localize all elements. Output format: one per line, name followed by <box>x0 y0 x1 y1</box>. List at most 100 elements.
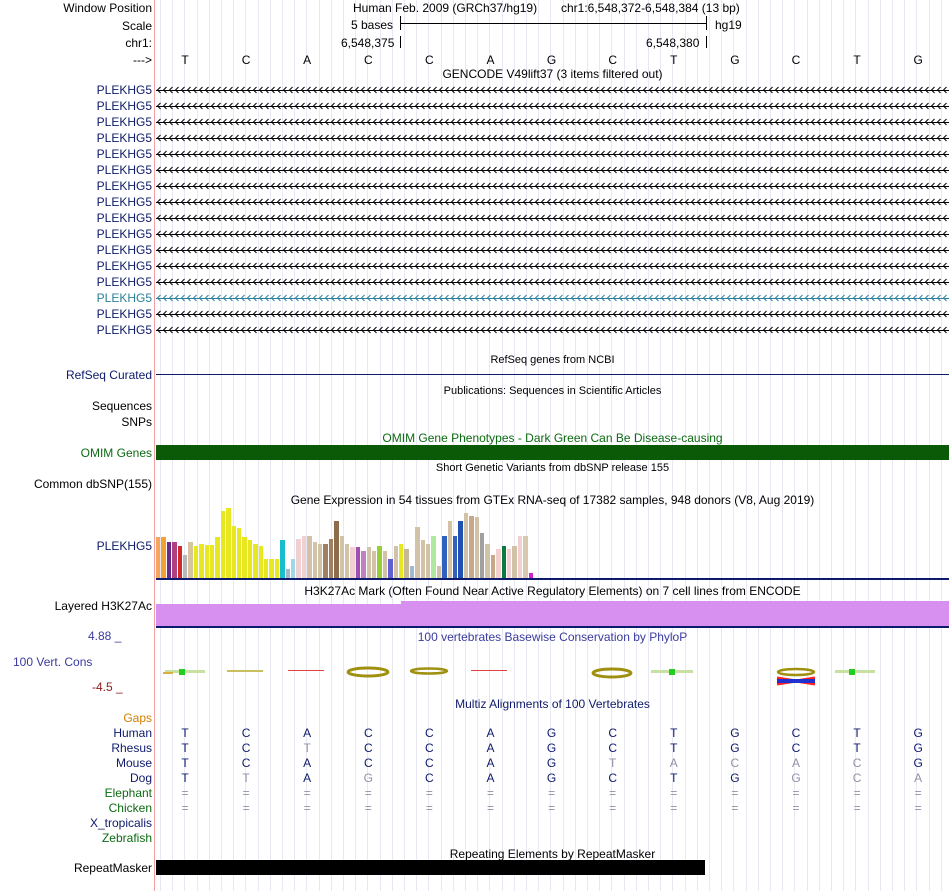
gtex-tissue-bar[interactable] <box>193 546 199 579</box>
gtex-tissue-bar[interactable] <box>301 536 307 579</box>
gtex-tissue-bar[interactable] <box>501 546 506 579</box>
gtex-tissue-bar[interactable] <box>458 521 463 579</box>
gtex-tissue-bar[interactable] <box>183 555 188 579</box>
gencode-transcript[interactable] <box>156 260 949 272</box>
gencode-transcript[interactable] <box>156 116 949 128</box>
gtex-tissue-bar[interactable] <box>512 546 517 579</box>
gencode-gene-label[interactable]: PLEKHG5 <box>96 99 152 113</box>
gencode-gene-label[interactable]: PLEKHG5 <box>96 243 152 257</box>
gtex-tissue-bar[interactable] <box>480 533 485 579</box>
multiz-title[interactable]: Multiz Alignments of 100 Vertebrates <box>455 697 650 711</box>
gtex-tissue-bar[interactable] <box>409 566 415 579</box>
gtex-tissue-bar[interactable] <box>312 542 317 579</box>
gtex-tissue-bar[interactable] <box>285 569 290 579</box>
gencode-gene-label[interactable]: PLEKHG5 <box>96 227 152 241</box>
gencode-transcript[interactable] <box>156 164 949 176</box>
omim-bar[interactable] <box>156 445 949 460</box>
gtex-tissue-bar[interactable] <box>156 537 161 579</box>
gtex-tissue-bar[interactable] <box>404 549 409 579</box>
gtex-tissue-bar[interactable] <box>393 546 398 579</box>
gtex-tissue-bar[interactable] <box>474 517 479 579</box>
gtex-tissue-bar[interactable] <box>517 536 523 579</box>
gaps-label[interactable]: Gaps <box>123 711 152 725</box>
gtex-tissue-bar[interactable] <box>507 549 512 579</box>
gtex-tissue-bar[interactable] <box>210 545 215 579</box>
gencode-gene-label[interactable]: PLEKHG5 <box>96 195 152 209</box>
gtex-tissue-bar[interactable] <box>469 516 474 579</box>
gencode-transcript[interactable] <box>156 84 949 96</box>
gtex-tissue-bar[interactable] <box>426 544 431 579</box>
gtex-tissue-bar[interactable] <box>220 511 226 579</box>
refseq-label[interactable]: RefSeq Curated <box>65 368 152 382</box>
conservation-logo[interactable] <box>155 660 950 688</box>
gtex-tissue-bar[interactable] <box>436 566 442 579</box>
gencode-transcript[interactable] <box>156 292 949 304</box>
gencode-transcript[interactable] <box>156 244 949 256</box>
h3k27ac-title[interactable]: H3K27Ac Mark (Often Found Near Active Re… <box>304 584 801 598</box>
gtex-tissue-bar[interactable] <box>237 528 242 579</box>
multiz-species-zebrafish[interactable]: Zebrafish <box>101 831 152 845</box>
gtex-tissue-bar[interactable] <box>318 544 323 579</box>
gtex-tissue-bar[interactable] <box>463 513 469 579</box>
gtex-tissue-bar[interactable] <box>291 559 296 579</box>
gtex-tissue-bar[interactable] <box>490 555 496 579</box>
gtex-tissue-bar[interactable] <box>296 539 301 579</box>
refseq-title[interactable]: RefSeq genes from NCBI <box>490 354 615 366</box>
gtex-tissue-bar[interactable] <box>420 540 425 579</box>
gtex-tissue-bar[interactable] <box>399 544 404 579</box>
omim-label[interactable]: OMIM Genes <box>80 446 152 460</box>
gtex-tissue-bar[interactable] <box>188 542 193 579</box>
position-readout[interactable]: chr1:6,548,372-6,548,384 (13 bp) <box>561 1 740 15</box>
gtex-tissue-bar[interactable] <box>453 536 458 579</box>
gtex-tissue-bar[interactable] <box>485 544 490 579</box>
gencode-transcript[interactable] <box>156 228 949 240</box>
gencode-gene-label[interactable]: PLEKHG5 <box>96 291 152 305</box>
gtex-tissue-bar[interactable] <box>258 546 263 579</box>
gencode-gene-label[interactable]: PLEKHG5 <box>96 307 152 321</box>
gencode-gene-label[interactable]: PLEKHG5 <box>96 275 152 289</box>
gtex-tissue-bar[interactable] <box>274 559 280 579</box>
gencode-transcript[interactable] <box>156 276 949 288</box>
gtex-tissue-bar[interactable] <box>382 551 388 579</box>
multiz-species-x_tropicalis[interactable]: X_tropicalis <box>89 816 152 830</box>
multiz-species-dog[interactable]: Dog <box>129 771 152 785</box>
gencode-gene-label[interactable]: PLEKHG5 <box>96 179 152 193</box>
gtex-tissue-bar[interactable] <box>231 526 236 579</box>
gencode-gene-label[interactable]: PLEKHG5 <box>96 83 152 97</box>
conservation-label[interactable]: 100 Vert. Cons <box>13 655 93 669</box>
gtex-tissue-bar[interactable] <box>431 536 436 579</box>
gtex-tissue-bar[interactable] <box>355 547 361 579</box>
repeatmasker-title[interactable]: Repeating Elements by RepeatMasker <box>449 847 656 861</box>
h3k27ac-label[interactable]: Layered H3K27Ac <box>54 599 152 613</box>
gtex-tissue-bar[interactable] <box>307 536 312 579</box>
gtex-tissue-bar[interactable] <box>161 537 166 579</box>
gtex-tissue-bar[interactable] <box>339 536 344 579</box>
multiz-species-elephant[interactable]: Elephant <box>104 786 152 800</box>
gtex-tissue-bar[interactable] <box>215 537 220 579</box>
gtex-tissue-bar[interactable] <box>377 546 382 579</box>
gtex-tissue-bar[interactable] <box>323 544 328 579</box>
gtex-tissue-bar[interactable] <box>447 521 452 579</box>
gtex-tissue-bar[interactable] <box>226 508 231 579</box>
h3k27ac-signal-low[interactable] <box>156 604 401 626</box>
gtex-title[interactable]: Gene Expression in 54 tissues from GTEx … <box>290 493 815 507</box>
gencode-gene-label[interactable]: PLEKHG5 <box>96 211 152 225</box>
gencode-transcript[interactable] <box>156 100 949 112</box>
gencode-transcript[interactable] <box>156 180 949 192</box>
gencode-gene-label[interactable]: PLEKHG5 <box>96 131 152 145</box>
gencode-gene-label[interactable]: PLEKHG5 <box>96 323 152 337</box>
gtex-tissue-bar[interactable] <box>269 559 274 579</box>
multiz-species-rhesus[interactable]: Rhesus <box>111 741 152 755</box>
gtex-tissue-bar[interactable] <box>345 544 350 579</box>
gtex-tissue-bar[interactable] <box>334 521 339 579</box>
gtex-tissue-bar[interactable] <box>328 539 334 579</box>
repeatmasker-bar[interactable] <box>156 860 705 875</box>
gtex-tissue-bar[interactable] <box>247 540 253 579</box>
h3k27ac-signal-high[interactable] <box>401 601 949 626</box>
gencode-transcript[interactable] <box>156 148 949 160</box>
refseq-gene-line[interactable] <box>156 374 949 375</box>
gtex-tissue-bar[interactable] <box>242 537 247 579</box>
gtex-tissue-bar[interactable] <box>166 542 172 579</box>
gencode-transcript[interactable] <box>156 196 949 208</box>
gencode-transcript[interactable] <box>156 212 949 224</box>
